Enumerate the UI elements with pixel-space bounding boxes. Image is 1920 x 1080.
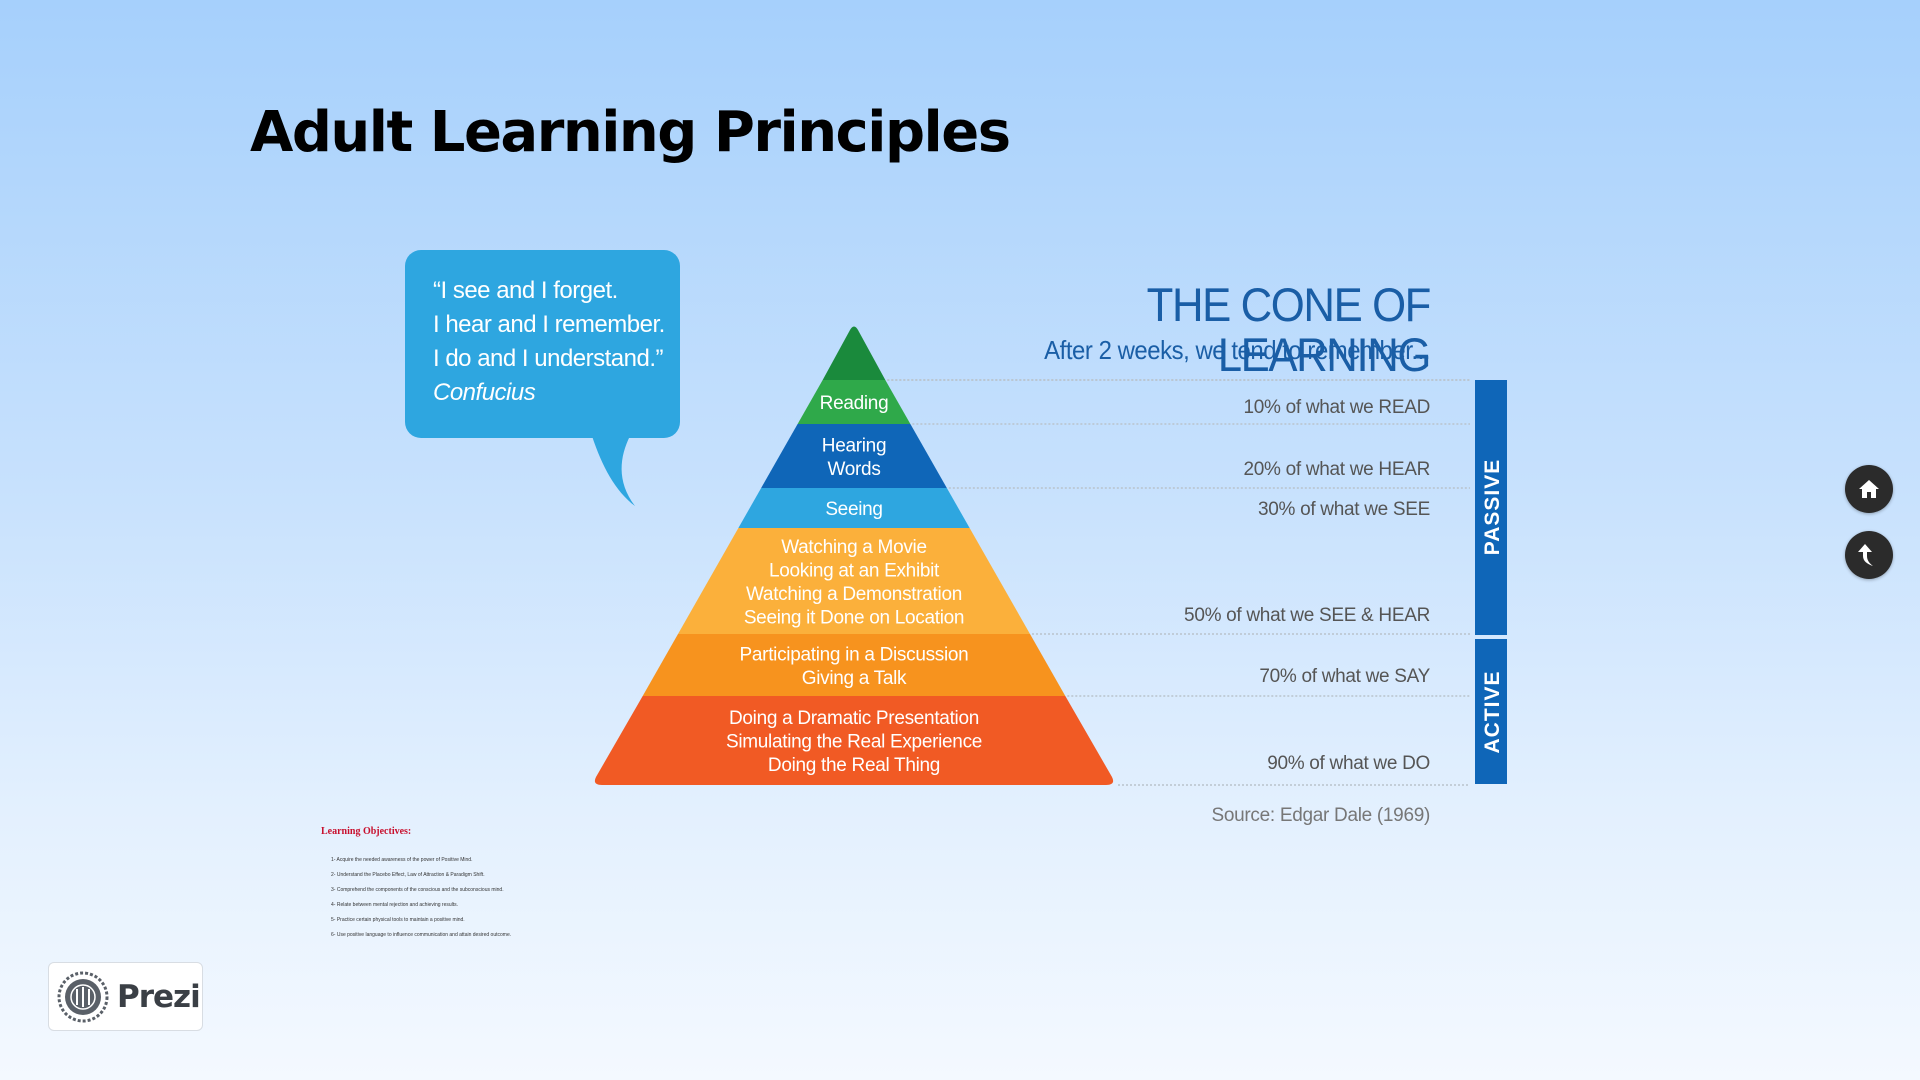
prezi-logo[interactable]: Prezi [48, 962, 203, 1031]
objective-item: 1- Acquire the needed awareness of the p… [331, 857, 473, 863]
cone-apex [822, 326, 886, 380]
active-label: ACTIVE [1481, 670, 1504, 753]
retention-label: 30% of what we SEE [1257, 499, 1430, 520]
cone-layer-text: Doing a Dramatic Presentation [729, 708, 979, 729]
prezi-wordmark: Prezi [117, 978, 201, 1015]
objective-item: 6- Use positive language to influence co… [331, 932, 512, 938]
cone-layer-text: Watching a Demonstration [746, 584, 962, 605]
passive-label: PASSIVE [1481, 459, 1504, 555]
cone-layer-text: Reading [820, 393, 889, 414]
cone-subtitle: After 2 weeks, we tend to remember... [1044, 335, 1430, 365]
cone-layer-text: Seeing [825, 499, 882, 520]
objective-item: 3- Comprehend the components of the cons… [331, 887, 504, 893]
retention-label: 50% of what we SEE & HEAR [1184, 605, 1430, 626]
active-bar [1475, 639, 1507, 784]
home-button[interactable] [1845, 465, 1893, 513]
retention-label: 70% of what we SAY [1259, 666, 1430, 687]
cone-layer-text: Seeing it Done on Location [744, 607, 964, 628]
cone-title: THE CONE OF LEARNING [1146, 278, 1432, 381]
back-arrow-icon [1858, 544, 1873, 566]
objective-item: 5- Practice certain physical tools to ma… [331, 917, 465, 923]
cone-layer-text: Simulating the Real Experience [726, 732, 982, 753]
cone-layer-text: Looking at an Exhibit [769, 560, 940, 581]
objectives-list: 1- Acquire the needed awareness of the p… [321, 857, 541, 938]
cone-layer-text: Watching a Movie [781, 537, 927, 558]
cone-layer [738, 488, 970, 528]
retention-label: 20% of what we HEAR [1243, 459, 1431, 480]
quote-line: I hear and I remember. [433, 311, 665, 338]
cone-layer-text: Words [827, 459, 880, 480]
objectives-heading: Learning Objectives: [321, 826, 412, 837]
quote-line: “I see and I forget. [433, 277, 618, 304]
cone-layer-text: Giving a Talk [802, 668, 907, 689]
retention-label: 90% of what we DO [1267, 753, 1430, 774]
quote-line: I do and I understand.” [433, 345, 664, 372]
quote-bubble: “I see and I forget. I hear and I rememb… [405, 250, 680, 438]
passive-bar [1475, 380, 1507, 635]
cone-layer [678, 528, 1030, 634]
cone-layer [797, 380, 911, 424]
quote-author: Confucius [433, 379, 536, 406]
source-citation: Source: Edgar Dale (1969) [1211, 805, 1430, 826]
back-button[interactable] [1845, 531, 1893, 579]
cone-layer [761, 424, 947, 488]
objective-item: 4- Relate between mental rejection and a… [331, 902, 459, 908]
cone-layer [642, 634, 1066, 696]
bubble-tail [592, 436, 635, 506]
learning-objectives: Learning Objectives: 1- Acquire the need… [321, 826, 541, 947]
cone-layer-text: Hearing [822, 435, 886, 456]
cone-layer [594, 696, 1114, 785]
prezi-mark-icon [57, 971, 109, 1022]
home-icon [1859, 480, 1879, 498]
cone-layer-text: Participating in a Discussion [740, 644, 969, 665]
retention-label: 10% of what we READ [1243, 397, 1431, 418]
page-title: Adult Learning Principles [250, 100, 1011, 165]
cone-layer-text: Doing the Real Thing [768, 755, 940, 776]
objective-item: 2- Understand the Placebo Effect, Law of… [331, 872, 485, 878]
